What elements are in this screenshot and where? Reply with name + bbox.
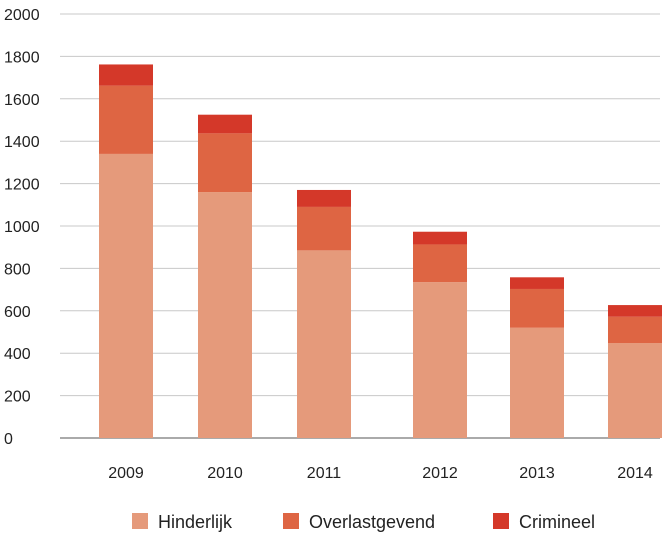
bar-segment-hinderlijk-2012 — [413, 282, 467, 438]
x-tick-label: 2012 — [422, 465, 458, 482]
bar-segment-overlastgevend-2014 — [608, 316, 662, 344]
y-tick-label: 200 — [4, 389, 31, 406]
bar-segment-crimineel-2009 — [99, 64, 153, 86]
legend-swatch-overlastgevend — [283, 513, 299, 529]
x-tick-label: 2014 — [617, 465, 653, 482]
bar-segment-crimineel-2013 — [510, 277, 564, 289]
y-tick-label: 1600 — [4, 92, 40, 109]
y-tick-label: 1000 — [4, 219, 40, 236]
bar-segment-hinderlijk-2010 — [198, 192, 252, 438]
y-tick-label: 1400 — [4, 134, 40, 151]
bar-segment-hinderlijk-2013 — [510, 327, 564, 438]
x-axis-tick-labels: 2009 2010 2011 2012 2013 2014 — [108, 465, 653, 482]
y-axis-tick-labels: 0 200 400 600 800 1000 1200 1400 1600 1800 2000 — [4, 7, 40, 448]
bar-segment-crimineel-2012 — [413, 231, 467, 245]
legend-label-crimineel: Crimineel — [519, 512, 595, 532]
legend-swatch-crimineel — [493, 513, 509, 529]
bar-segment-overlastgevend-2012 — [413, 244, 467, 283]
bar-segment-overlastgevend-2010 — [198, 133, 252, 193]
bar-segment-hinderlijk-2011 — [297, 250, 351, 438]
bar-segment-hinderlijk-2014 — [608, 343, 662, 438]
bar-segment-hinderlijk-2009 — [99, 153, 153, 439]
legend-label-overlastgevend: Overlastgevend — [309, 512, 435, 532]
bar-segment-crimineel-2014 — [608, 305, 662, 317]
bar-segment-crimineel-2010 — [198, 114, 252, 134]
y-tick-label: 1800 — [4, 49, 40, 66]
legend: Hinderlijk Overlastgevend Crimineel — [132, 512, 595, 532]
legend-swatch-hinderlijk — [132, 513, 148, 529]
gridlines — [60, 13, 660, 439]
bars — [99, 64, 662, 439]
x-tick-label: 2009 — [108, 465, 144, 482]
y-tick-label: 1200 — [4, 177, 40, 194]
bar-segment-overlastgevend-2013 — [510, 288, 564, 328]
bar-segment-crimineel-2011 — [297, 189, 351, 207]
x-tick-label: 2013 — [519, 465, 555, 482]
y-tick-label: 600 — [4, 304, 31, 321]
y-tick-label: 800 — [4, 261, 31, 278]
y-tick-label: 400 — [4, 346, 31, 363]
y-tick-label: 0 — [4, 431, 13, 448]
legend-label-hinderlijk: Hinderlijk — [158, 512, 233, 532]
x-tick-label: 2011 — [307, 465, 342, 482]
bar-segment-overlastgevend-2011 — [297, 206, 351, 251]
y-tick-label: 2000 — [4, 7, 40, 24]
bar-segment-overlastgevend-2009 — [99, 85, 153, 154]
x-tick-label: 2010 — [207, 465, 243, 482]
